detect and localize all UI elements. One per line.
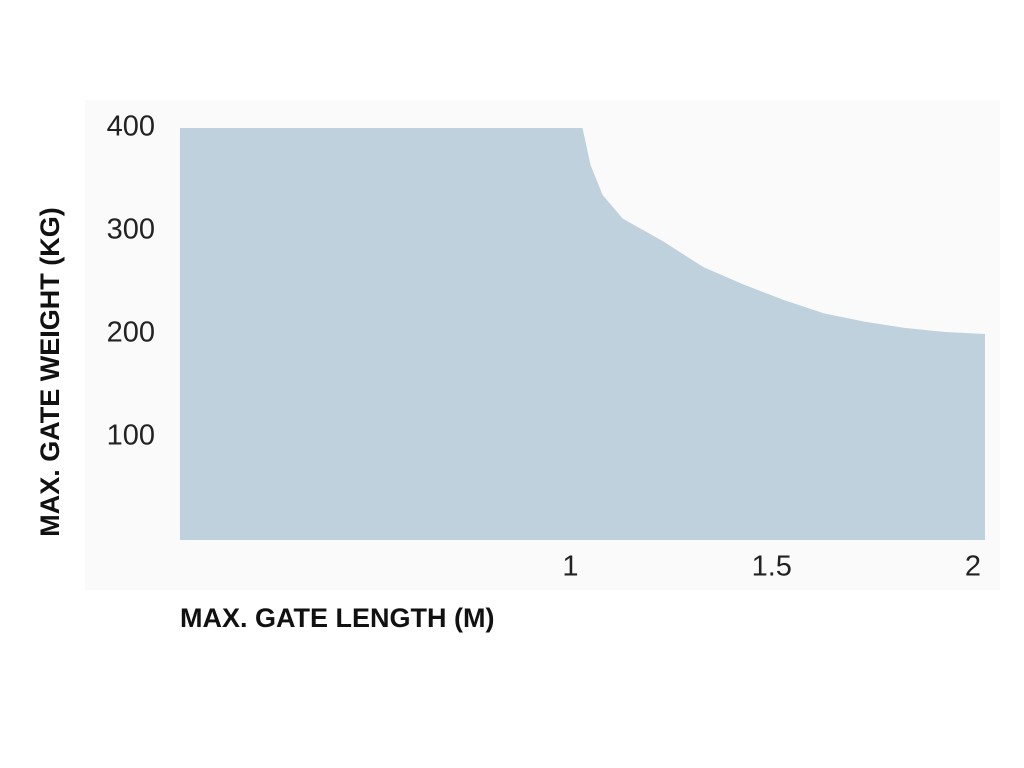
y-tick-label: 300 xyxy=(107,214,155,246)
x-tick-label: 2 xyxy=(965,551,981,583)
x-axis-title: MAX. GATE LENGTH (M) xyxy=(180,603,494,633)
x-tick-label: 1 xyxy=(562,551,578,583)
area xyxy=(180,128,985,540)
y-axis-title: MAX. GATE WEIGHT (KG) xyxy=(35,207,65,536)
y-tick-label: 400 xyxy=(107,111,155,143)
y-tick-label: 200 xyxy=(107,317,155,349)
x-tick-label: 1.5 xyxy=(752,551,792,583)
y-tick-label: 100 xyxy=(107,420,155,452)
